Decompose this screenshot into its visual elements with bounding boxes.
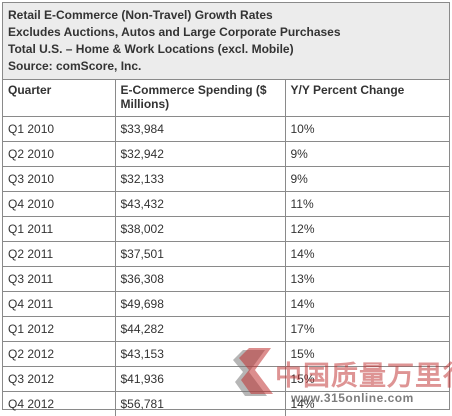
row-percent-change-cell: 15% bbox=[284, 340, 449, 367]
row-quarter-cell: Q3 2010 bbox=[3, 165, 116, 192]
row-quarter-cell: Q1 2011 bbox=[3, 215, 116, 242]
row-spending-cell: $43,432 bbox=[114, 190, 286, 217]
table-row: Q2 2011 $37,501 14% bbox=[3, 240, 449, 267]
row-percent-change-cell: 14% bbox=[284, 390, 449, 416]
row-quarter-cell: Q4 2010 bbox=[3, 190, 116, 217]
table-row: Q3 2012 $41,936 15% bbox=[3, 365, 449, 392]
table-row: Q1 2011 $38,002 12% bbox=[3, 215, 449, 242]
table-row: Q1 2010 $33,984 10% bbox=[3, 115, 449, 142]
table-row: Q1 2012 $44,282 17% bbox=[3, 315, 449, 342]
row-spending-cell: $32,133 bbox=[114, 165, 286, 192]
row-percent-change-cell: 14% bbox=[284, 290, 449, 317]
caption-exclusions: Excludes Auctions, Autos and Large Corpo… bbox=[8, 25, 341, 39]
table-row: Q3 2011 $36,308 13% bbox=[3, 265, 449, 292]
table-caption: Retail E-Commerce (Non-Travel) Growth Ra… bbox=[3, 3, 449, 80]
row-spending-cell: $38,002 bbox=[114, 215, 286, 242]
column-header-quarter: Quarter bbox=[3, 80, 116, 117]
row-quarter-cell: Q3 2012 bbox=[3, 365, 116, 392]
column-header-percent-change: Y/Y Percent Change bbox=[284, 80, 449, 117]
caption-scope: Total U.S. – Home & Work Locations (excl… bbox=[8, 42, 294, 56]
row-quarter-cell: Q3 2011 bbox=[3, 265, 116, 292]
row-quarter-cell: Q2 2012 bbox=[3, 340, 116, 367]
data-table: Quarter E-Commerce Spending ($ Millions)… bbox=[3, 80, 449, 416]
row-percent-change-cell: 17% bbox=[284, 315, 449, 342]
row-spending-cell: $44,282 bbox=[114, 315, 286, 342]
table-row: Q2 2012 $43,153 15% bbox=[3, 340, 449, 367]
row-quarter-cell: Q4 2011 bbox=[3, 290, 116, 317]
row-quarter-cell: Q1 2012 bbox=[3, 315, 116, 342]
row-quarter-cell: Q2 2011 bbox=[3, 240, 116, 267]
row-percent-change-cell: 9% bbox=[284, 165, 449, 192]
caption-source: Source: comScore, Inc. bbox=[8, 59, 142, 73]
row-spending-cell: $56,781 bbox=[114, 390, 286, 416]
row-percent-change-cell: 9% bbox=[284, 140, 449, 167]
row-spending-cell: $43,153 bbox=[114, 340, 286, 367]
row-quarter-cell: Q1 2010 bbox=[3, 115, 116, 142]
row-spending-cell: $49,698 bbox=[114, 290, 286, 317]
row-spending-cell: $32,942 bbox=[114, 140, 286, 167]
table-row: Q4 2011 $49,698 14% bbox=[3, 290, 449, 317]
table-header-row: Quarter E-Commerce Spending ($ Millions)… bbox=[3, 80, 449, 117]
table-body: Q1 2010 $33,984 10% Q2 2010 $32,942 9% Q3 2010… bbox=[3, 115, 449, 416]
row-quarter-cell: Q4 2012 bbox=[3, 390, 116, 416]
row-percent-change-cell: 14% bbox=[284, 240, 449, 267]
row-spending-cell: $36,308 bbox=[114, 265, 286, 292]
table-row: Q2 2010 $32,942 9% bbox=[3, 140, 449, 167]
row-percent-change-cell: 15% bbox=[284, 365, 449, 392]
row-quarter-cell: Q2 2010 bbox=[3, 140, 116, 167]
row-percent-change-cell: 11% bbox=[284, 190, 449, 217]
row-percent-change-cell: 10% bbox=[284, 115, 449, 142]
row-spending-cell: $37,501 bbox=[114, 240, 286, 267]
row-spending-cell: $41,936 bbox=[114, 365, 286, 392]
row-percent-change-cell: 12% bbox=[284, 215, 449, 242]
table-row: Q3 2010 $32,133 9% bbox=[3, 165, 449, 192]
row-spending-cell: $33,984 bbox=[114, 115, 286, 142]
table-row: Q4 2012 $56,781 14% bbox=[3, 390, 449, 416]
column-header-spending: E-Commerce Spending ($ Millions) bbox=[114, 80, 286, 117]
caption-title: Retail E-Commerce (Non-Travel) Growth Ra… bbox=[8, 8, 273, 22]
table-row: Q4 2010 $43,432 11% bbox=[3, 190, 449, 217]
row-percent-change-cell: 13% bbox=[284, 265, 449, 292]
